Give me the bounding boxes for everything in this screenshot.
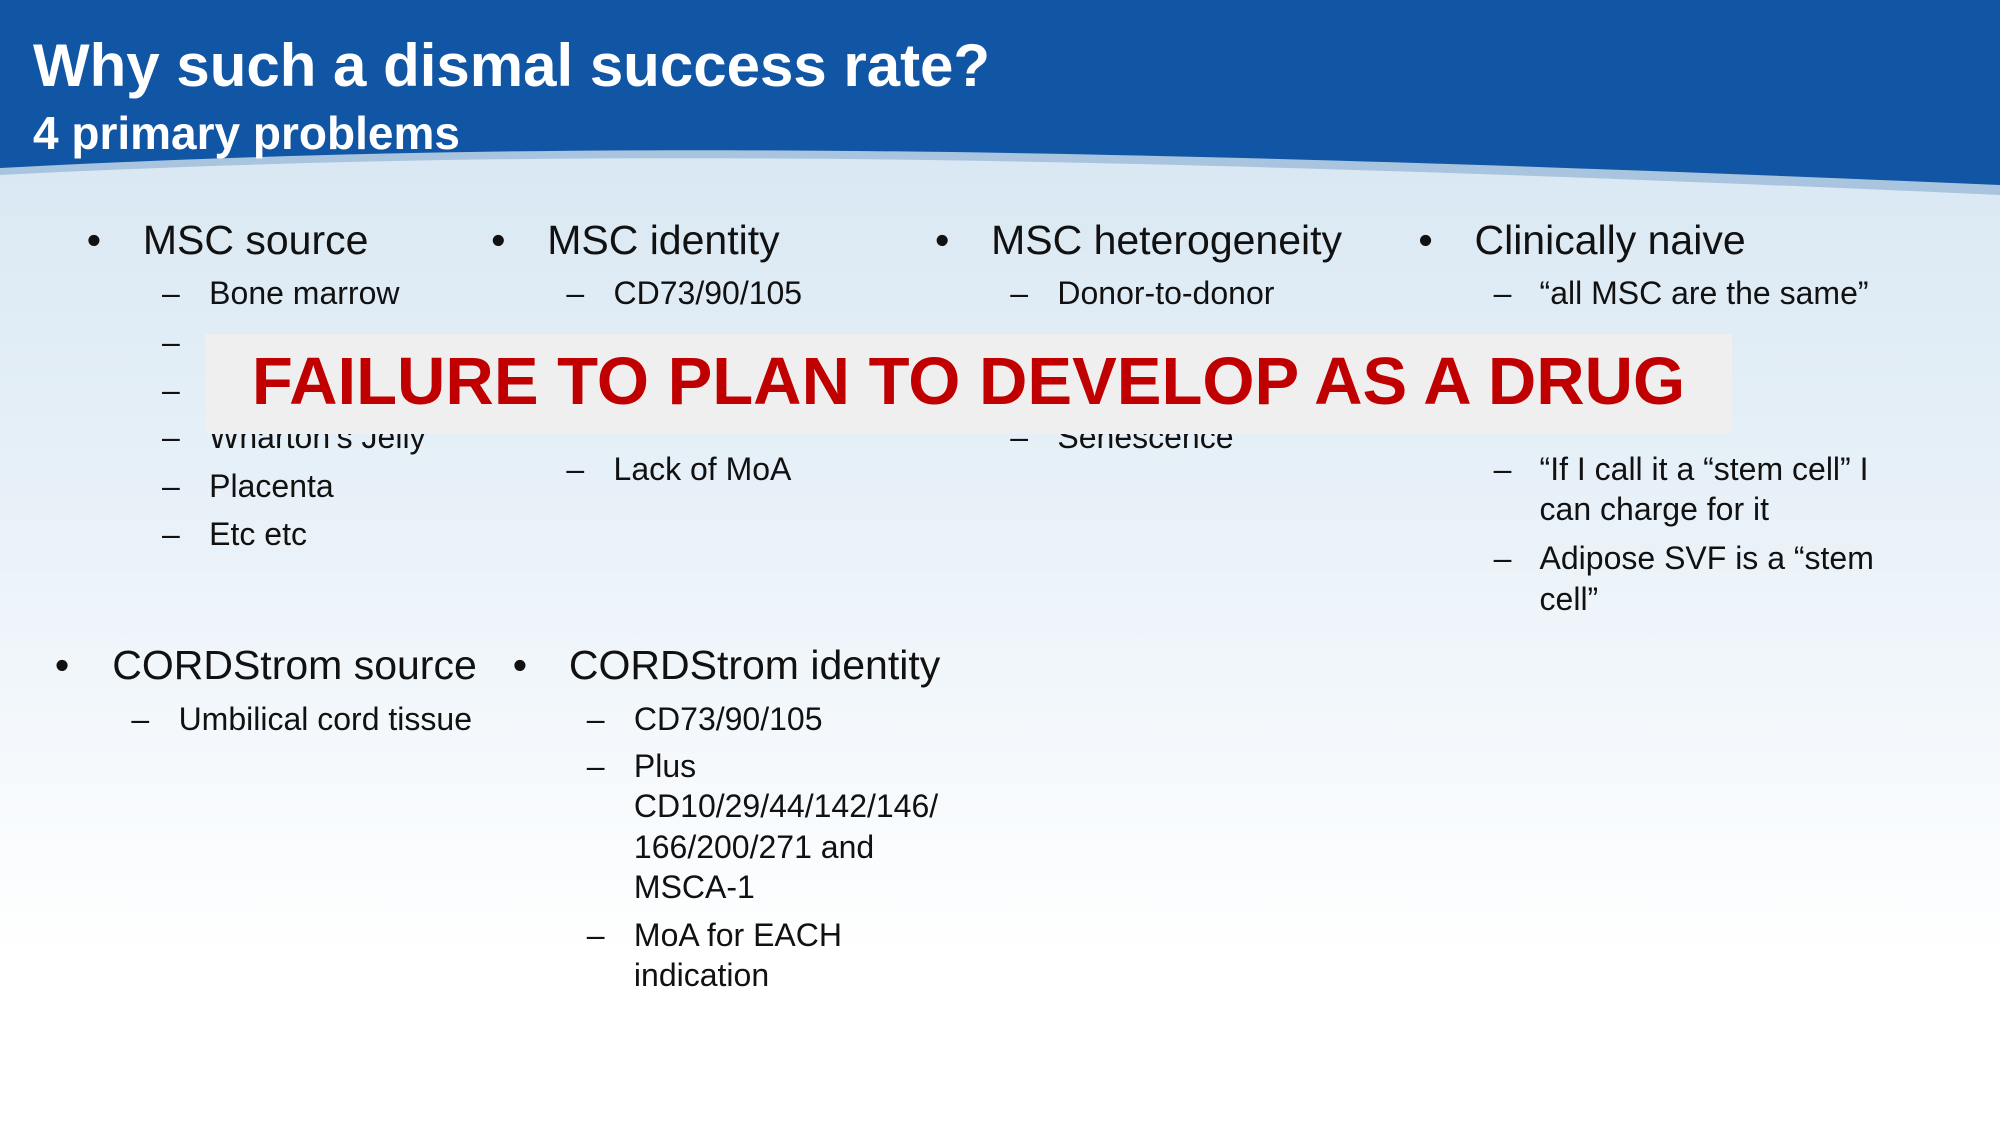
dash: – (161, 516, 180, 553)
dash: – (1493, 540, 1512, 577)
dash: – (1493, 451, 1512, 488)
list-item: Placenta (209, 467, 334, 504)
list-item: CD73/90/105 (633, 701, 823, 738)
list-item: “If I call it a “stem cell” I (1539, 451, 1869, 488)
list-item: cell” (1539, 580, 1599, 617)
dash: – (161, 467, 180, 504)
dash: – (1493, 275, 1512, 312)
column-heading: CORDStrom source (112, 641, 477, 688)
column-heading: MSC source (142, 216, 369, 263)
list-item: “all MSC are the same” (1539, 275, 1869, 312)
list-item: CD73/90/105 (613, 275, 803, 312)
dash: – (586, 916, 605, 953)
list-item: CD10/29/44/142/146/ (633, 788, 939, 825)
column-heading: Clinically naive (1474, 216, 1746, 263)
bullet: • (86, 216, 102, 263)
list-item: Bone marrow (209, 275, 400, 312)
dash: – (161, 323, 180, 360)
list-item: 166/200/271 and (633, 828, 875, 865)
dash: – (161, 275, 180, 312)
column-heading: CORDStrom identity (568, 641, 941, 688)
list-item: Plus (633, 748, 697, 785)
column-heading: MSC heterogeneity (991, 216, 1343, 263)
header-band (0, 0, 2000, 195)
bullet: • (512, 641, 528, 688)
list-item: MoA for EACH (633, 916, 842, 953)
list-item: MSCA-1 (633, 868, 755, 905)
bullet: • (1418, 216, 1433, 263)
dash: – (566, 275, 585, 312)
dash: – (1010, 275, 1028, 312)
list-item: can charge for it (1539, 491, 1769, 528)
dash: – (161, 419, 180, 456)
title: Why such a dismal success rate? (33, 32, 991, 99)
list-item: indication (633, 956, 770, 993)
dash: – (161, 371, 180, 408)
list-item: Donor-to-donor (1057, 275, 1275, 312)
bullet: • (934, 216, 950, 263)
banner-box (205, 334, 1732, 434)
dash: – (566, 451, 585, 488)
column-heading: MSC identity (547, 216, 780, 263)
list-item: Etc etc (209, 516, 307, 553)
dash: – (586, 701, 605, 738)
list-item: Adipose SVF is a “stem (1539, 540, 1874, 577)
subtitle: 4 primary problems (33, 107, 460, 159)
list-item: Umbilical cord tissue (178, 701, 472, 738)
bullet: • (54, 641, 70, 688)
list-item: Lack of MoA (613, 451, 792, 488)
bullet: • (491, 216, 506, 263)
dash: – (586, 748, 605, 785)
dash: – (131, 701, 150, 738)
banner: FAILURE TO PLAN TO DEVELOP AS A DRUG (251, 344, 1686, 419)
